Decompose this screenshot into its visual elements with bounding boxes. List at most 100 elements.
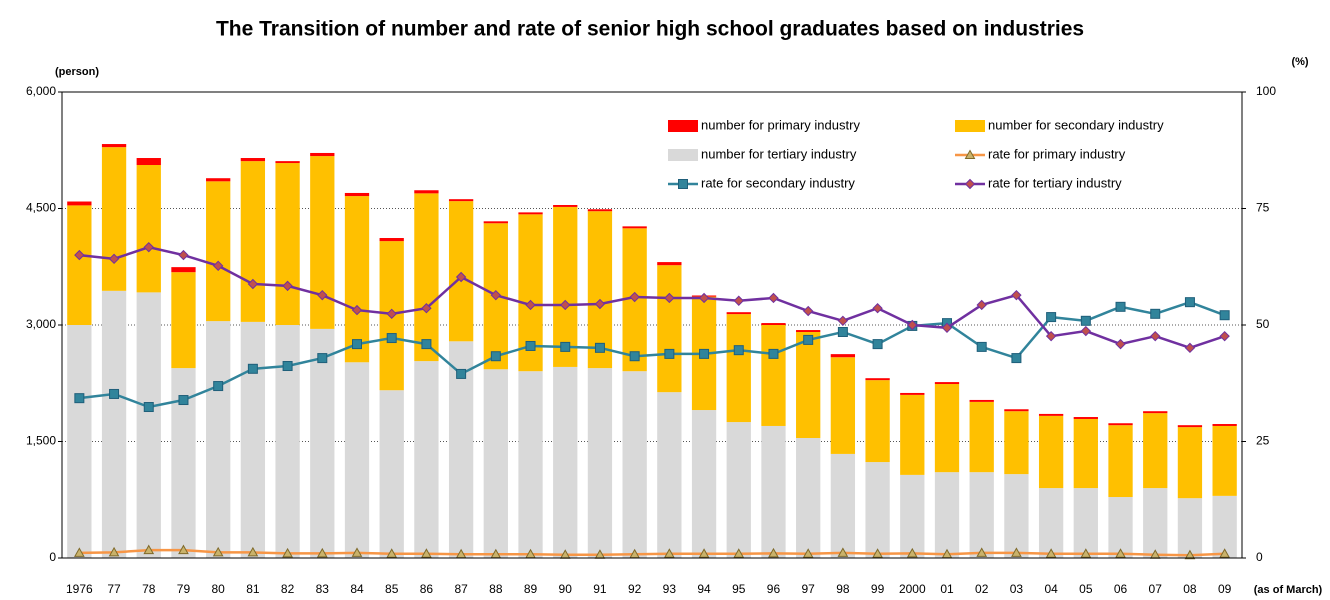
- bar-segment: [310, 328, 335, 558]
- x-tick-label: 2000: [899, 582, 926, 596]
- x-tick-label: 08: [1183, 582, 1197, 596]
- x-tick-label: 94: [697, 582, 711, 596]
- bar-segment: [483, 369, 508, 558]
- bar-segment: [1108, 425, 1133, 498]
- bar-segment: [1038, 415, 1064, 489]
- bar-segment: [796, 330, 821, 332]
- line-marker: [1219, 548, 1231, 558]
- x-tick-label: 01: [940, 582, 954, 596]
- line-marker: [1045, 330, 1057, 342]
- legend-label: rate for secondary industry: [701, 175, 855, 190]
- bar-segment: [1143, 413, 1168, 489]
- bar-segment: [969, 401, 994, 473]
- y-tick-label: 1,500: [26, 434, 56, 448]
- line-marker: [802, 305, 814, 317]
- bar-segment: [136, 165, 161, 293]
- bar-segment: [206, 178, 231, 182]
- bar-segment: [1108, 497, 1133, 558]
- line-marker: [282, 361, 293, 372]
- legend-label: rate for primary industry: [988, 146, 1126, 161]
- legend-marker: [964, 178, 976, 190]
- bar-segment: [1004, 409, 1029, 412]
- plot-frame: [61, 91, 1243, 559]
- bar-segment: [830, 357, 856, 454]
- line-marker: [108, 546, 120, 557]
- line-marker: [629, 351, 640, 362]
- line-marker: [1045, 548, 1057, 558]
- x-tick-label: 95: [732, 582, 746, 596]
- line-marker: [74, 249, 85, 261]
- bar-segment: [830, 453, 856, 558]
- bar-segment: [900, 392, 925, 395]
- line-marker: [664, 348, 675, 359]
- x-tick-label: 81: [246, 582, 260, 596]
- y-tick-label: 0: [49, 550, 56, 564]
- bar-segment: [379, 238, 404, 242]
- x-tick-label: 04: [1044, 582, 1058, 596]
- bar-segment: [934, 382, 960, 385]
- line-marker: [143, 402, 154, 413]
- legend-label: number for tertiary industry: [701, 146, 857, 161]
- bar-segment: [796, 331, 821, 439]
- line-marker: [1219, 310, 1230, 321]
- bar-segment: [171, 272, 196, 369]
- line-marker: [1115, 338, 1126, 350]
- bar-segment: [379, 390, 404, 558]
- bar-segment: [587, 368, 613, 558]
- line-marker: [317, 353, 328, 364]
- legend-label: rate for tertiary industry: [988, 175, 1122, 190]
- bar-segment: [657, 392, 682, 558]
- x-tick-label: 91: [593, 582, 607, 596]
- x-tick-label: 80: [211, 582, 225, 596]
- bar-segment: [553, 206, 578, 367]
- line-marker: [212, 260, 224, 272]
- line-marker: [976, 299, 987, 311]
- line-marker: [1046, 312, 1057, 323]
- y-axis-label: (person): [55, 66, 99, 78]
- bar-segment: [726, 312, 751, 315]
- line-marker: [212, 546, 224, 557]
- line-marker: [594, 342, 605, 353]
- line-marker: [1115, 548, 1126, 558]
- y-tick-label: 3,000: [26, 317, 56, 331]
- line-marker: [1184, 549, 1196, 560]
- legend-marker: [678, 179, 688, 189]
- line-marker: [664, 292, 675, 304]
- line-marker: [837, 315, 849, 327]
- legend-swatch: [955, 120, 985, 132]
- bar-segment: [1212, 425, 1237, 496]
- bar-segment: [1073, 488, 1098, 558]
- bar-segment: [1212, 495, 1237, 558]
- bar-segment: [657, 265, 682, 393]
- x-axis-label: (as of March): [1254, 584, 1323, 596]
- bar-segment: [934, 472, 960, 558]
- line-marker: [768, 547, 779, 558]
- line-marker: [421, 303, 432, 314]
- bar-segment: [587, 211, 613, 369]
- line-marker: [699, 348, 710, 359]
- line-marker: [733, 548, 745, 558]
- line-marker: [456, 368, 467, 379]
- bar-segment: [622, 226, 647, 229]
- line-marker: [143, 544, 155, 555]
- line-marker: [386, 548, 398, 558]
- line-marker: [560, 341, 571, 352]
- bar-segment: [275, 325, 300, 558]
- line-marker: [421, 339, 432, 350]
- line-marker: [1219, 330, 1230, 342]
- line-marker: [560, 299, 571, 311]
- line-marker: [421, 548, 432, 558]
- x-tick-label: 09: [1218, 582, 1232, 596]
- line-marker: [525, 299, 536, 311]
- bar-segment: [414, 190, 439, 194]
- x-tick-label: 93: [663, 582, 677, 596]
- y2-tick-label: 75: [1256, 201, 1270, 215]
- legend-swatch: [668, 120, 698, 132]
- line-marker: [1184, 297, 1195, 308]
- bar-segment: [1177, 427, 1203, 499]
- bar-segment: [1143, 488, 1168, 558]
- bar-segment: [101, 144, 127, 148]
- bar-segment: [206, 181, 231, 322]
- line-marker: [74, 393, 85, 404]
